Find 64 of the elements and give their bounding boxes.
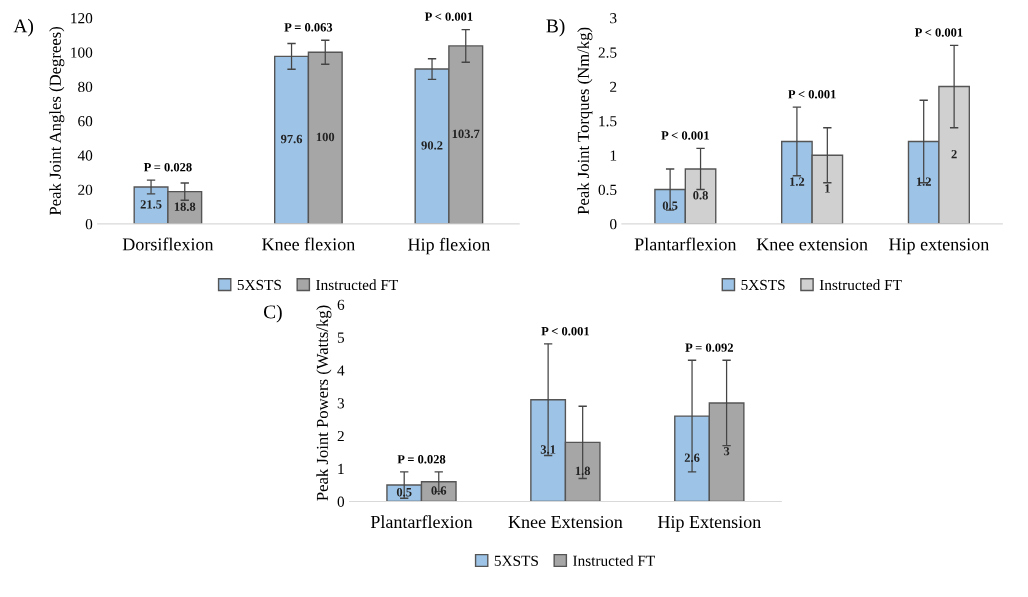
y-tick-label: 3 [610,13,617,24]
x-tick-label: Hip flexion [408,237,490,255]
data-label: 100 [316,132,335,142]
y-tick-label: 6 [337,299,345,310]
y-tick-label: 100 [71,47,93,58]
annotation: P < 0.001 [661,131,709,140]
legend-label: Instructed FT [316,279,398,291]
data-label: 0.6 [431,486,447,495]
y-axis-title: Peak Joint Powers (Watts/kg) [316,305,332,501]
text: A) [13,18,34,37]
y-tick-label: 40 [77,150,93,161]
y-tick-label: 2 [610,81,617,92]
data-label: 21.5 [140,200,162,209]
legend-label: 5XSTS [237,279,281,291]
annotation: P < 0.001 [424,12,473,21]
y-tick-label: 1.5 [599,116,617,127]
y-tick-label: 80 [78,81,93,93]
y-tick-label: 0 [337,496,345,507]
x-tick-label: Knee flexion [262,237,355,251]
y-tick-label: 5 [337,332,345,343]
y-tick-label: 60 [78,116,93,127]
y-tick-label: 4 [337,365,345,376]
annotation: P = 0.063 [284,23,333,32]
y-tick-label: 2.5 [598,47,617,58]
y-tick-label: 120 [71,13,93,24]
data-label: 97.6 [280,134,303,144]
x-tick-label: Plantarflexion [370,515,473,529]
annotation: P < 0.001 [914,28,963,37]
y-axis-title: Peak Joint Angles (Degrees) [49,26,65,216]
x-tick-label: Dorsiflexion [122,237,214,251]
x-tick-label: Knee Extension [508,515,623,529]
data-label: 2 [951,149,957,159]
y-tick-label: 3 [337,398,345,409]
annotation: P = 0.028 [143,162,192,172]
y-tick-label: 0 [610,219,617,230]
data-label: 3 [723,446,730,456]
text: C) [263,304,282,323]
legend-label: 5XSTS [741,279,785,291]
annotation: P < 0.001 [788,90,836,99]
legend-label: Instructed FT [819,279,902,291]
data-label: 1.2 [790,177,805,186]
data-label: 103.7 [452,129,480,139]
x-tick-label: Hip extension [889,238,990,255]
data-label: 1 [825,184,830,193]
y-tick-label: 0 [85,219,93,230]
y-tick-label: 1 [338,463,344,474]
y-axis-title: Peak Joint Torques (Nm/kg) [577,27,593,215]
data-label: 18.8 [174,202,196,211]
y-tick-label: 2 [337,430,344,442]
annotation: P < 0.001 [541,326,589,336]
annotation: P = 0.028 [397,455,446,464]
data-label: 1.2 [916,177,931,186]
x-tick-label: Plantarflexion [634,237,737,251]
y-tick-label: 0.5 [598,184,617,196]
data-label: 0.8 [693,191,708,200]
legend-label: 5XSTS [494,555,538,566]
y-tick-label: 1 [610,150,617,161]
legend-label: Instructed FT [573,555,655,566]
x-tick-label: Knee extension [756,238,868,251]
x-tick-label: Hip Extension [657,515,761,532]
annotation: P = 0.092 [685,343,734,352]
text: B) [546,18,565,37]
y-tick-label: 20 [78,184,93,195]
data-label: 90.2 [421,141,443,150]
